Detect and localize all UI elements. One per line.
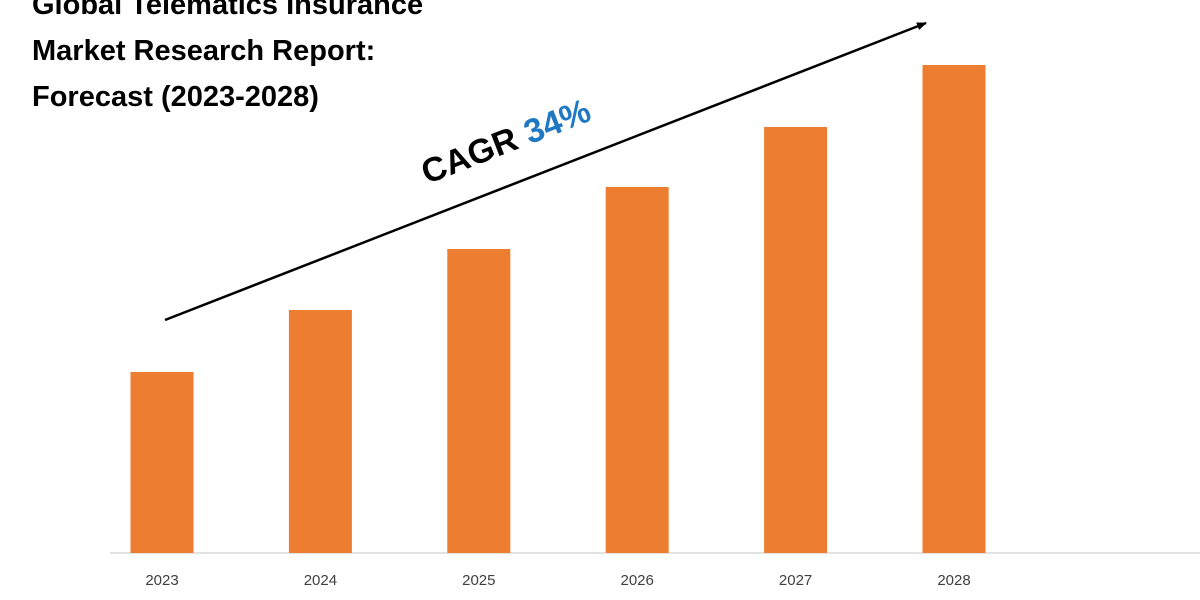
x-tick-label: 2023 [145, 572, 178, 589]
bar [605, 187, 669, 553]
bar [447, 249, 511, 553]
trend-arrow [164, 21, 927, 322]
x-tick-label: 2028 [937, 572, 970, 589]
chart-title: Global Telematics Insurance [32, 0, 423, 21]
bar [288, 310, 352, 553]
chart-title: Market Research Report: [32, 35, 375, 67]
bar [130, 372, 194, 553]
x-tick-label: 2026 [621, 572, 654, 589]
x-tick-label: 2027 [779, 572, 812, 589]
bar [764, 127, 828, 553]
bar [922, 65, 986, 553]
chart-title: Forecast (2023-2028) [32, 81, 319, 113]
x-tick-label: 2024 [304, 572, 337, 589]
x-tick-label: 2025 [462, 572, 495, 589]
